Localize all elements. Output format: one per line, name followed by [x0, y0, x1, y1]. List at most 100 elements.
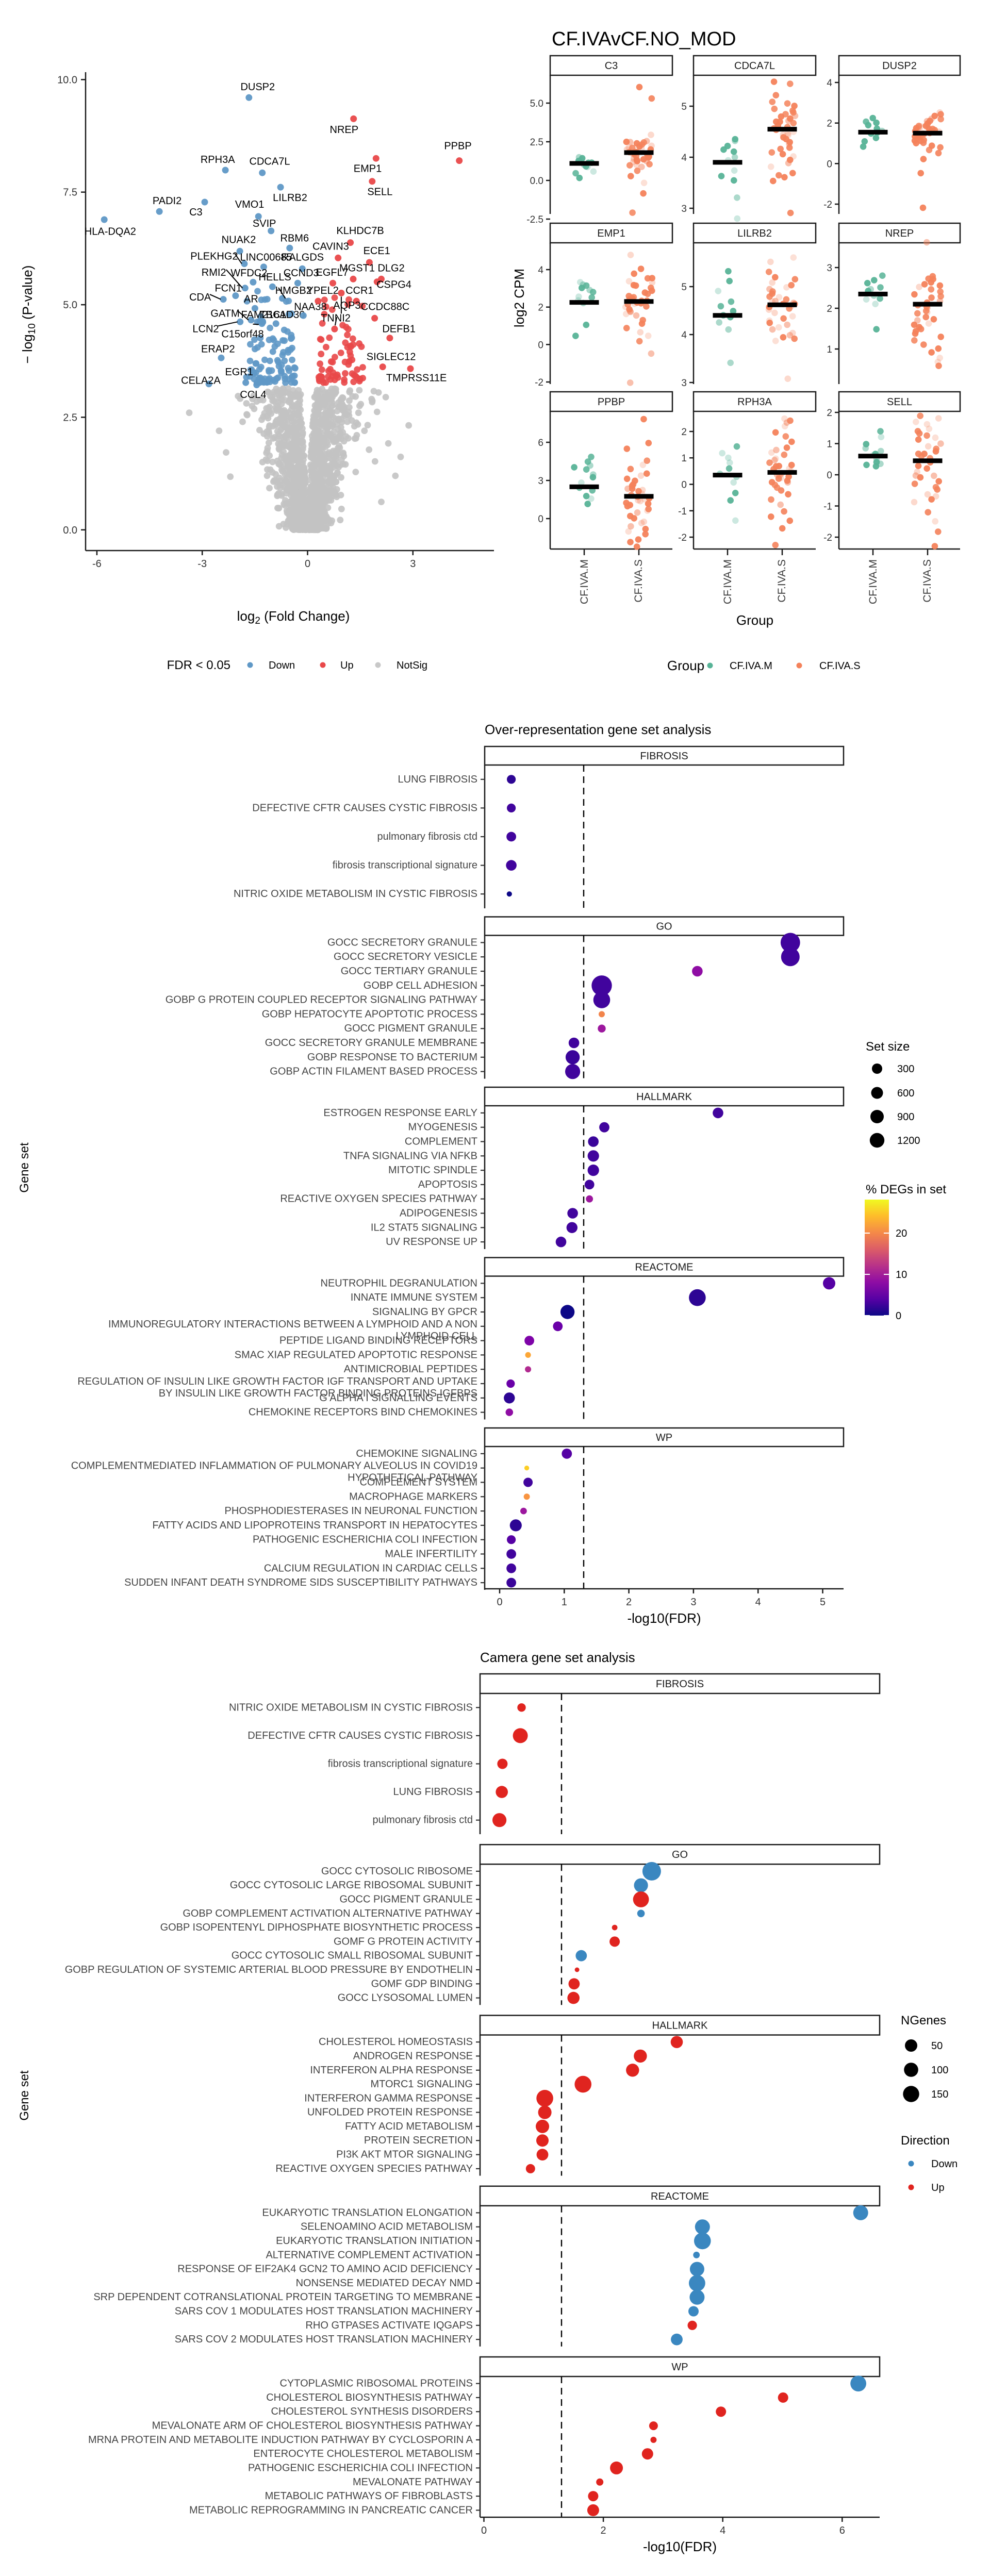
svg-text:Gene set: Gene set — [18, 2070, 31, 2121]
svg-text:CF.IVA.M: CF.IVA.M — [579, 559, 590, 604]
svg-text:-1: -1 — [678, 506, 687, 517]
svg-text:GOBP REGULATION OF SYSTEMIC AR: GOBP REGULATION OF SYSTEMIC ARTERIAL BLO… — [65, 1964, 473, 1975]
svg-text:1: 1 — [827, 344, 832, 355]
svg-text:DEFECTIVE CFTR CAUSES CYSTIC F: DEFECTIVE CFTR CAUSES CYSTIC FIBROSIS — [252, 802, 477, 813]
svg-text:NAA38: NAA38 — [294, 302, 326, 313]
svg-text:C3: C3 — [189, 207, 203, 218]
svg-text:AR: AR — [244, 294, 258, 305]
svg-text:20: 20 — [896, 1228, 907, 1239]
svg-text:FATTY ACID METABOLISM: FATTY ACID METABOLISM — [345, 2121, 473, 2132]
svg-text:GOCC PIGMENT GRANULE: GOCC PIGMENT GRANULE — [339, 1894, 473, 1905]
svg-text:CF.IVAvCF.NO_MOD: CF.IVAvCF.NO_MOD — [552, 28, 736, 50]
svg-text:Down: Down — [931, 2158, 958, 2170]
svg-text:SELL: SELL — [887, 396, 912, 408]
svg-text:5: 5 — [681, 282, 687, 293]
svg-text:COMPLEMENT: COMPLEMENT — [405, 1136, 477, 1148]
svg-text:RESPONSE OF EIF2AK4 GCN2 TO AM: RESPONSE OF EIF2AK4 GCN2 TO AMINO ACID D… — [177, 2264, 473, 2275]
svg-text:0.0: 0.0 — [63, 525, 77, 536]
svg-text:log2 (Fold Change): log2 (Fold Change) — [237, 608, 350, 626]
svg-text:HALLMARK: HALLMARK — [652, 2020, 708, 2032]
svg-text:DUSP2: DUSP2 — [240, 81, 275, 93]
svg-text:0: 0 — [538, 340, 543, 351]
svg-text:0: 0 — [681, 480, 687, 491]
svg-text:YPEL2: YPEL2 — [307, 285, 339, 296]
svg-text:GATM: GATM — [210, 308, 239, 320]
svg-text:RPH3A: RPH3A — [201, 154, 235, 165]
svg-text:5.0: 5.0 — [530, 98, 543, 109]
svg-text:1: 1 — [562, 1597, 567, 1608]
svg-text:AQP3: AQP3 — [333, 300, 360, 311]
svg-text:0: 0 — [827, 470, 832, 481]
svg-text:CHEMOKINE RECEPTORS BIND CHEMO: CHEMOKINE RECEPTORS BIND CHEMOKINES — [249, 1407, 477, 1418]
svg-text:3: 3 — [690, 1597, 696, 1608]
svg-text:NITRIC OXIDE METABOLISM IN CYS: NITRIC OXIDE METABOLISM IN CYSTIC FIBROS… — [234, 888, 477, 900]
svg-text:PADI2: PADI2 — [153, 195, 182, 207]
svg-text:-2.5: -2.5 — [526, 214, 543, 225]
svg-text:MITOTIC SPINDLE: MITOTIC SPINDLE — [388, 1165, 477, 1176]
svg-text:IL2 STAT5 SIGNALING: IL2 STAT5 SIGNALING — [371, 1222, 477, 1233]
svg-text:REACTOME: REACTOME — [651, 2191, 709, 2202]
svg-text:CDCA7L: CDCA7L — [250, 156, 290, 167]
svg-text:% DEGs in set: % DEGs in set — [866, 1183, 946, 1196]
svg-text:EMP1: EMP1 — [354, 163, 382, 174]
svg-text:3: 3 — [410, 558, 416, 570]
svg-text:LUNG FIBROSIS: LUNG FIBROSIS — [393, 1786, 473, 1798]
svg-text:GOCC PIGMENT GRANULE: GOCC PIGMENT GRANULE — [344, 1023, 477, 1034]
svg-text:4: 4 — [755, 1597, 761, 1608]
svg-text:log2 CPM: log2 CPM — [512, 269, 527, 327]
svg-text:0: 0 — [481, 2525, 487, 2536]
svg-text:KLHDC7B: KLHDC7B — [336, 225, 384, 237]
svg-text:IMMUNOREGULATORY INTERACTIONS: IMMUNOREGULATORY INTERACTIONS BETWEEN A … — [108, 1319, 477, 1330]
svg-text:EMP1: EMP1 — [597, 228, 625, 239]
svg-text:NUAK2: NUAK2 — [222, 234, 256, 245]
svg-text:4: 4 — [827, 78, 832, 89]
svg-text:DUSP2: DUSP2 — [882, 60, 917, 72]
svg-text:CALCIUM REGULATION IN CARDIAC: CALCIUM REGULATION IN CARDIAC CELLS — [264, 1563, 477, 1574]
svg-text:1: 1 — [827, 439, 832, 450]
svg-text:GOBP G PROTEIN COUPLED RECEPTO: GOBP G PROTEIN COUPLED RECEPTOR SIGNALIN… — [166, 994, 477, 1006]
svg-text:GOBP CELL ADHESION: GOBP CELL ADHESION — [364, 980, 477, 991]
svg-text:CF.IVA.M: CF.IVA.M — [867, 559, 879, 604]
svg-text:CF.IVA.S: CF.IVA.S — [819, 660, 861, 672]
svg-text:pulmonary fibrosis ctd: pulmonary fibrosis ctd — [372, 1815, 473, 1826]
svg-text:Over-representation gene set a: Over-representation gene set analysis — [485, 722, 711, 737]
svg-text:SELENOAMINO ACID METABOLISM: SELENOAMINO ACID METABOLISM — [301, 2221, 473, 2233]
svg-text:CF.IVA.M: CF.IVA.M — [722, 559, 734, 604]
svg-text:INNATE IMMUNE SYSTEM: INNATE IMMUNE SYSTEM — [351, 1292, 477, 1303]
svg-text:4: 4 — [681, 153, 687, 163]
svg-text:GO: GO — [672, 1849, 688, 1860]
svg-text:PPBP: PPBP — [444, 141, 471, 152]
svg-text:TMPRSS11E: TMPRSS11E — [386, 373, 447, 384]
svg-text:LUNG FIBROSIS: LUNG FIBROSIS — [398, 774, 477, 785]
svg-text:0: 0 — [896, 1310, 901, 1322]
svg-text:-3: -3 — [197, 558, 207, 570]
svg-text:PPBP: PPBP — [598, 396, 625, 408]
svg-text:PI3K AKT MTOR SIGNALING: PI3K AKT MTOR SIGNALING — [336, 2149, 473, 2160]
svg-text:0: 0 — [538, 514, 543, 525]
svg-text:FATTY ACIDS AND LIPOPROTEINS T: FATTY ACIDS AND LIPOPROTEINS TRANSPORT I… — [152, 1520, 477, 1531]
svg-text:5: 5 — [820, 1597, 826, 1608]
svg-text:RMI2: RMI2 — [202, 267, 226, 278]
svg-text:REACTIVE OXYGEN SPECIES PATHWA: REACTIVE OXYGEN SPECIES PATHWAY — [280, 1193, 477, 1205]
svg-text:CSPG4: CSPG4 — [376, 279, 411, 291]
svg-text:REACTIVE OXYGEN SPECIES PATHWA: REACTIVE OXYGEN SPECIES PATHWAY — [275, 2163, 473, 2174]
svg-text:MEVALONATE PATHWAY: MEVALONATE PATHWAY — [353, 2477, 473, 2488]
svg-text:Up: Up — [931, 2182, 945, 2193]
svg-text:NotSig: NotSig — [397, 660, 427, 671]
svg-text:MTORC1 SIGNALING: MTORC1 SIGNALING — [370, 2079, 473, 2090]
svg-text:2.5: 2.5 — [63, 412, 77, 423]
svg-text:SIGLEC12: SIGLEC12 — [367, 351, 416, 362]
svg-text:UV RESPONSE UP: UV RESPONSE UP — [386, 1236, 477, 1248]
svg-text:-log10(FDR): -log10(FDR) — [643, 2539, 717, 2554]
svg-text:3: 3 — [538, 476, 543, 487]
svg-text:INTERFERON ALPHA RESPONSE: INTERFERON ALPHA RESPONSE — [310, 2065, 473, 2076]
svg-text:CHOLESTEROL BIOSYNTHESIS PATHW: CHOLESTEROL BIOSYNTHESIS PATHWAY — [266, 2392, 473, 2403]
svg-text:100: 100 — [931, 2065, 948, 2076]
svg-text:GOMF GDP BINDING: GOMF GDP BINDING — [371, 1978, 473, 1989]
svg-text:-6: -6 — [92, 558, 102, 570]
svg-text:COMPLEMENT SYSTEM: COMPLEMENT SYSTEM — [359, 1477, 477, 1488]
svg-text:RALGDS: RALGDS — [282, 252, 324, 263]
svg-text:REACTOME: REACTOME — [635, 1262, 694, 1273]
svg-text:Direction: Direction — [901, 2134, 950, 2148]
svg-text:FIBROSIS: FIBROSIS — [640, 751, 688, 762]
